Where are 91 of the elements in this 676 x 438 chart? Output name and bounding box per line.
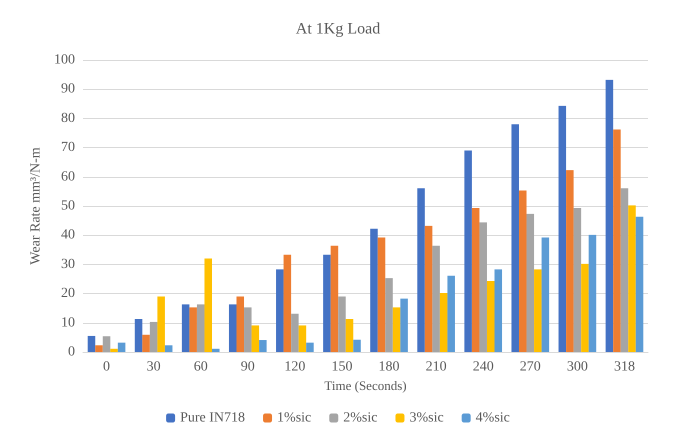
bar: [447, 276, 455, 352]
bar: [276, 269, 284, 352]
legend-label: Pure IN718: [180, 410, 246, 426]
y-tick-label: 50: [61, 198, 75, 214]
bar: [370, 228, 378, 352]
bar: [259, 340, 267, 352]
bar: [118, 342, 126, 352]
bar: [134, 319, 142, 352]
bar: [182, 304, 190, 352]
y-tick-label: 100: [54, 52, 75, 68]
bar: [95, 345, 103, 352]
legend-label: 3%sic: [409, 410, 444, 426]
bar: [110, 348, 118, 352]
bar: [518, 190, 527, 352]
y-tick-label: 70: [61, 140, 75, 156]
y-tick-label: 80: [61, 110, 75, 126]
bar: [204, 258, 212, 352]
x-tick-label: 120: [284, 360, 306, 374]
y-tick-label: 10: [61, 315, 75, 330]
bar: [157, 296, 165, 352]
y-tick-label: 20: [61, 286, 75, 302]
y-tick-label: 60: [61, 169, 75, 184]
bar: [164, 345, 172, 352]
bar: [494, 269, 502, 352]
bar: [346, 319, 354, 352]
bar: [385, 278, 393, 352]
bar: [400, 298, 408, 352]
bar: [252, 325, 260, 352]
bar: [472, 208, 480, 352]
bar: [432, 246, 440, 352]
bar: [353, 340, 361, 352]
x-tick-label: 150: [331, 360, 352, 374]
bar: [464, 150, 472, 352]
bar: [392, 307, 400, 352]
x-tick-label: 60: [194, 360, 208, 374]
x-tick-label: 90: [240, 360, 255, 374]
x-tick-label: 240: [472, 360, 494, 374]
x-tick-label: 300: [566, 360, 588, 374]
bar: [620, 188, 628, 352]
bar: [338, 296, 346, 352]
bar: [228, 304, 236, 352]
bar: [212, 348, 220, 352]
bar: [417, 188, 425, 352]
bar: [526, 214, 534, 352]
legend-label: 2%sic: [343, 410, 378, 426]
y-tick-label: 30: [61, 256, 75, 272]
bar: [566, 170, 574, 352]
bar: [306, 342, 314, 352]
x-axis-title: Time (Seconds): [324, 378, 407, 393]
x-tick-label: 270: [520, 360, 541, 374]
bar: [298, 325, 306, 352]
legend-label: 1%sic: [277, 410, 312, 426]
bar: [142, 334, 150, 352]
bar: [330, 246, 338, 352]
bar: [284, 254, 292, 352]
chart-title: At 1Kg Load: [296, 20, 380, 38]
bar: [628, 205, 636, 352]
bar: [440, 293, 448, 352]
y-axis-title: Wear Rate mm³/N-m: [28, 147, 44, 265]
bar: [236, 296, 244, 352]
x-tick-label: 210: [426, 360, 447, 374]
bar: [196, 304, 204, 352]
bar: [636, 216, 644, 352]
bar: [424, 226, 432, 352]
bar: [479, 222, 487, 352]
y-tick-label: 0: [68, 344, 75, 360]
bar: [606, 80, 614, 352]
bar: [588, 234, 596, 352]
bar: [378, 238, 386, 352]
y-tick-label: 40: [61, 228, 75, 243]
bar: [244, 307, 252, 352]
x-tick-label: 180: [378, 360, 400, 374]
bar: [291, 314, 299, 352]
bar: [581, 264, 589, 352]
bar: [486, 281, 495, 352]
x-tick-label: 318: [614, 360, 635, 374]
bar: [534, 269, 542, 352]
bar: [102, 336, 110, 352]
bar: [323, 254, 331, 352]
bar: [150, 322, 158, 352]
bar: [574, 208, 582, 352]
y-tick-label: 90: [61, 82, 75, 97]
bar: [558, 106, 566, 352]
bar: [189, 307, 197, 352]
bar: [511, 124, 519, 352]
bar: [542, 238, 550, 352]
x-tick-label: 0: [103, 360, 110, 374]
x-tick-label: 30: [146, 360, 161, 374]
bar: [88, 336, 96, 352]
legend-label: 4%sic: [476, 410, 510, 426]
bar: [613, 129, 621, 352]
